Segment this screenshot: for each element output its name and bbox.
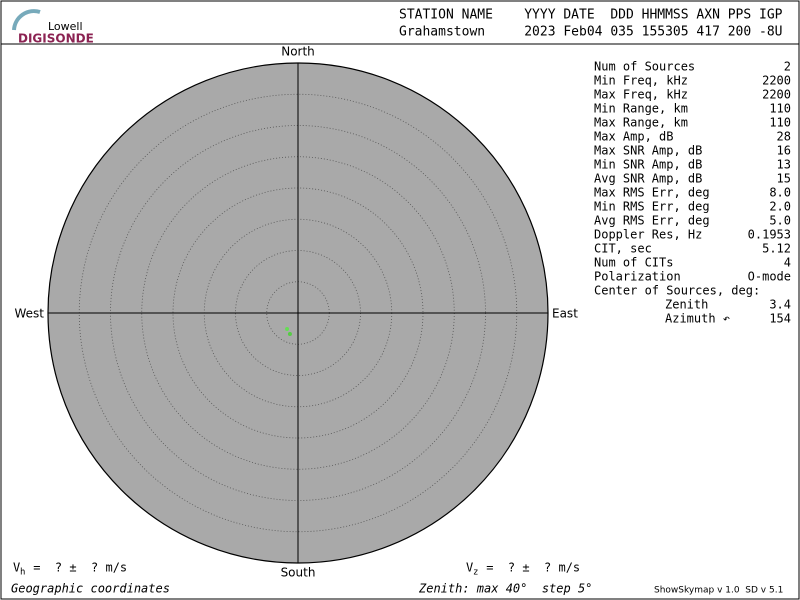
center-value: 154	[769, 312, 791, 326]
version: ShowSkymap v 1.0 SD v 5.1	[654, 586, 783, 596]
stat-label: Max RMS Err, deg	[594, 186, 710, 200]
logo-top: Lowell	[48, 20, 83, 33]
stat-value: 2	[784, 60, 791, 74]
vh-v: V	[13, 561, 20, 575]
stat-label: Doppler Res, Hz	[594, 228, 702, 242]
stat-value: 110	[769, 116, 791, 130]
dir-west: West	[14, 307, 44, 321]
stat-value: 13	[777, 158, 791, 172]
stat-label: Num of CITs	[594, 256, 673, 270]
stats-table: Num of Sources 2 Min Freq, kHz 2200 Max Freq…	[594, 60, 791, 326]
header-values: Grahamstown 2023 Feb04 035 155305 417 20…	[399, 25, 783, 40]
stat-value: 5.0	[769, 214, 791, 228]
stat-label: Max SNR Amp, dB	[594, 144, 702, 158]
logo-bottom: DIGISONDE	[18, 32, 94, 46]
vz-text: = ? ± ? m/s	[479, 561, 580, 575]
stat-value: 0.1953	[748, 228, 791, 242]
zenith-note: Zenith: max 40° step 5°	[418, 582, 592, 596]
stat-label: Max Freq, kHz	[594, 88, 688, 102]
stat-value: 2200	[762, 88, 791, 102]
stat-label: Min Range, km	[594, 102, 688, 116]
stat-label: CIT, sec	[594, 242, 652, 256]
stat-label: Min RMS Err, deg	[594, 200, 710, 214]
header-labels: STATION NAME YYYY DATE DDD HHMMSS AXN PP…	[399, 8, 783, 23]
coords-note: Geographic coordinates	[11, 582, 170, 596]
dir-north: North	[281, 45, 315, 59]
stat-value: 2200	[762, 74, 791, 88]
polar-plot: North South West East	[14, 45, 578, 580]
stat-label: Max Range, km	[594, 116, 688, 130]
center-label: Azimuth ↶	[665, 312, 730, 326]
center-title: Center of Sources, deg:	[594, 284, 760, 298]
stat-label: Polarization	[594, 270, 681, 284]
center-value: 3.4	[769, 298, 791, 312]
stat-label: Max Amp, dB	[594, 130, 673, 144]
source-point	[287, 332, 292, 337]
stat-label: Num of Sources	[594, 60, 695, 74]
dir-east: East	[552, 307, 578, 321]
stat-value: 16	[777, 144, 791, 158]
stat-value: O-mode	[748, 270, 791, 284]
vh-text: = ? ± ? m/s	[26, 561, 127, 575]
stat-label: Min Freq, kHz	[594, 74, 688, 88]
stat-value: 28	[777, 130, 791, 144]
vz-sub: z	[473, 568, 478, 578]
logo-arc	[12, 9, 41, 31]
source-point	[285, 326, 290, 331]
stat-value: 110	[769, 102, 791, 116]
vh-sub: h	[20, 568, 25, 578]
vz-v: V	[466, 561, 473, 575]
stat-label: Avg RMS Err, deg	[594, 214, 710, 228]
stat-value: 4	[784, 256, 791, 270]
stat-value: 15	[777, 172, 791, 186]
stat-label: Avg SNR Amp, dB	[594, 172, 702, 186]
stat-value: 5.12	[762, 242, 791, 256]
stat-label: Min SNR Amp, dB	[594, 158, 702, 172]
stat-value: 8.0	[769, 186, 791, 200]
dir-south: South	[281, 566, 316, 580]
stat-value: 2.0	[769, 200, 791, 214]
center-label: Zenith	[665, 298, 708, 312]
